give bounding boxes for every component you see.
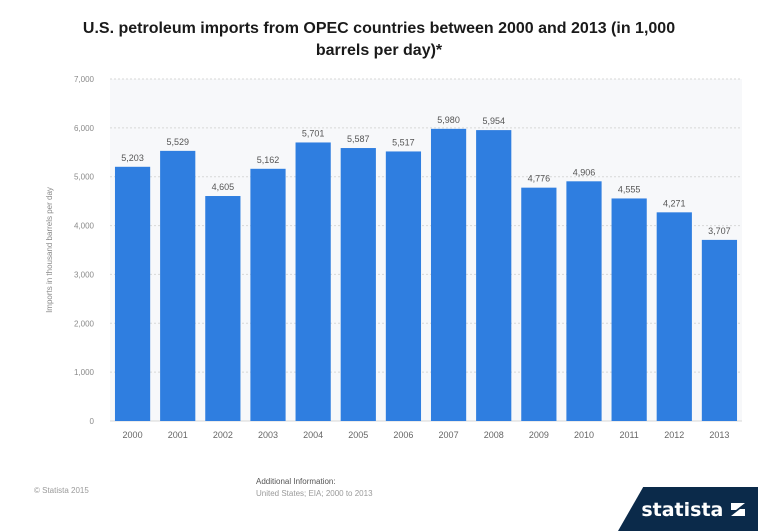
x-tick-label: 2003 xyxy=(258,430,278,440)
x-tick-label: 2012 xyxy=(664,430,684,440)
y-tick-label: 5,000 xyxy=(74,173,95,182)
bar xyxy=(521,187,557,421)
data-label: 4,776 xyxy=(528,174,551,184)
y-tick-label: 0 xyxy=(90,417,95,426)
x-tick-label: 2008 xyxy=(484,430,504,440)
bar xyxy=(701,239,738,421)
y-tick-label: 1,000 xyxy=(74,368,95,377)
y-tick-label: 4,000 xyxy=(74,222,95,231)
chart-title: U.S. petroleum imports from OPEC countri… xyxy=(0,18,758,62)
data-label: 4,605 xyxy=(212,182,235,192)
x-tick-label: 2006 xyxy=(393,430,413,440)
data-label: 4,555 xyxy=(618,184,641,194)
data-label: 5,980 xyxy=(437,115,460,125)
data-label: 5,529 xyxy=(166,137,189,147)
y-tick-label: 7,000 xyxy=(74,75,95,84)
data-label: 3,707 xyxy=(708,226,731,236)
bar xyxy=(295,142,331,421)
x-tick-label: 2005 xyxy=(348,430,368,440)
source-text: United States; EIA; 2000 to 2013 xyxy=(256,489,373,498)
chart-title-line1: U.S. petroleum imports from OPEC countri… xyxy=(82,20,676,37)
data-label: 5,517 xyxy=(392,137,415,147)
y-tick-label: 2,000 xyxy=(74,319,95,328)
bar xyxy=(611,198,647,421)
bar xyxy=(656,212,692,421)
copyright-text: © Statista 2015 xyxy=(34,486,89,495)
additional-info[interactable]: Additional Information: United States; E… xyxy=(256,477,373,498)
data-label: 5,203 xyxy=(121,153,144,163)
x-tick-label: 2010 xyxy=(574,430,594,440)
x-tick-label: 2001 xyxy=(168,430,188,440)
bar xyxy=(385,151,422,421)
additional-info-label: Additional Information: xyxy=(256,477,336,486)
data-label: 5,954 xyxy=(482,116,505,126)
y-axis-label: Imports in thousand barrels per day xyxy=(45,187,54,313)
bar xyxy=(430,128,467,421)
y-tick-label: 3,000 xyxy=(74,270,95,279)
chart-title-line2: barrels per day)* xyxy=(315,42,443,59)
bar xyxy=(566,181,602,421)
bar xyxy=(250,168,286,421)
data-label: 5,701 xyxy=(302,128,325,138)
x-tick-label: 2004 xyxy=(303,430,323,440)
data-label: 4,271 xyxy=(663,198,686,208)
y-tick-label: 6,000 xyxy=(74,124,95,133)
bar xyxy=(205,196,241,421)
x-tick-label: 2013 xyxy=(709,430,729,440)
data-label: 5,587 xyxy=(347,134,370,144)
x-tick-label: 2007 xyxy=(439,430,459,440)
brand-logo-text: statista xyxy=(641,499,746,521)
brand-logo-icon xyxy=(731,503,745,516)
x-tick-label: 2009 xyxy=(529,430,549,440)
plot-background xyxy=(110,79,742,421)
bar xyxy=(160,150,196,422)
x-tick-label: 2002 xyxy=(213,430,233,440)
x-tick-label: 2011 xyxy=(619,430,638,440)
x-tick-label: 2000 xyxy=(123,430,143,440)
bar xyxy=(114,166,151,421)
data-label: 4,906 xyxy=(573,167,596,177)
bar xyxy=(476,130,512,422)
data-label: 5,162 xyxy=(257,155,280,165)
bar xyxy=(340,148,376,421)
